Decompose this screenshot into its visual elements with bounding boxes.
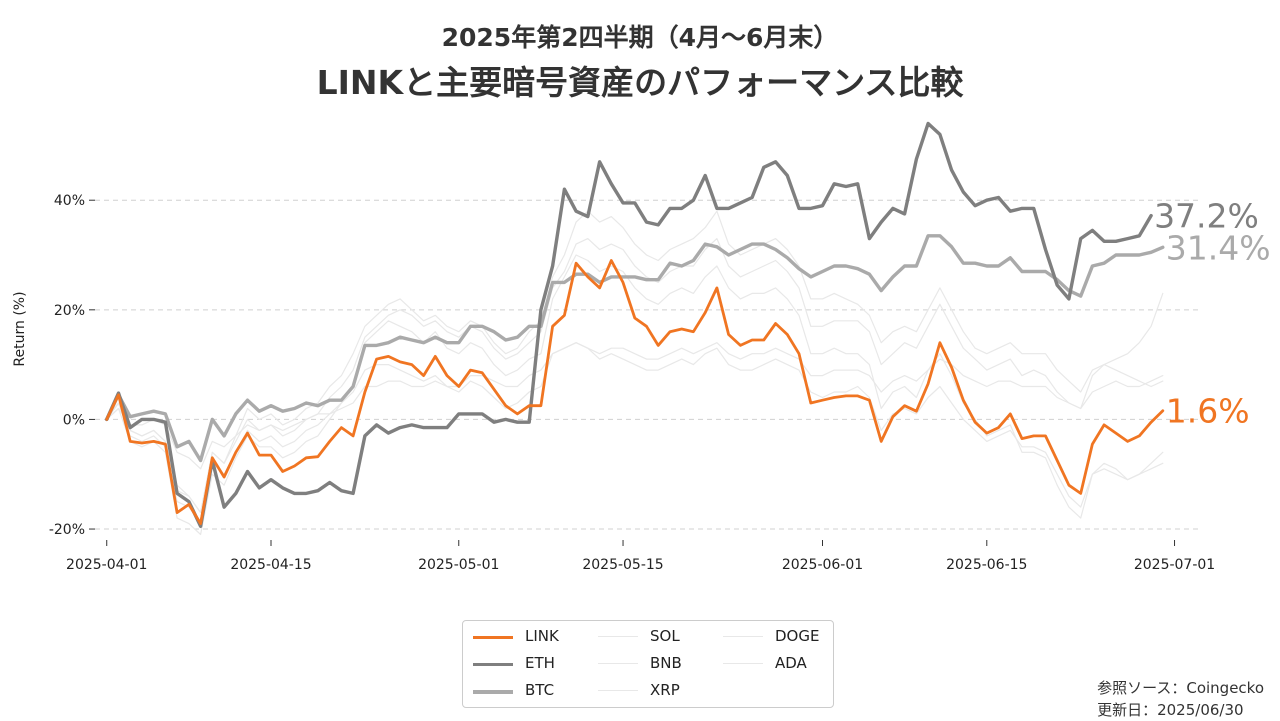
series-line-eth <box>104 121 1153 528</box>
series-line-link <box>105 259 1165 525</box>
end-label-eth: 37.2% <box>1154 197 1259 236</box>
series-line-sol <box>106 210 1164 514</box>
x-tick-label: 2025-05-01 <box>418 557 499 573</box>
end-labels: 37.2%31.4% 1.6% <box>1154 197 1271 431</box>
legend-label: ETH <box>525 654 555 672</box>
legend-label: LINK <box>525 627 559 645</box>
series-line-bnb <box>106 342 1164 470</box>
legend-swatch <box>473 690 513 694</box>
legend-label: DOGE <box>775 627 820 645</box>
chart-title: LINKと主要暗号資産のパフォーマンス比較 <box>316 63 964 102</box>
axes: -20% 0% 20% 40% 2025-04-01 2025-04-15 2025-05-… <box>12 193 1215 573</box>
legend-label: SOL <box>650 627 680 645</box>
updated-date: 更新日：2025/06/30 <box>1097 701 1244 719</box>
legend-swatch <box>473 663 513 666</box>
series-lines <box>104 121 1165 536</box>
series-line-btc <box>104 234 1165 463</box>
legend-label: ADA <box>775 654 807 672</box>
y-tick-label: 0% <box>63 412 85 428</box>
legend-label: XRP <box>650 681 680 699</box>
end-label-btc: 31.4% <box>1166 228 1271 267</box>
legend-swatch <box>473 636 513 639</box>
end-label-link: 1.6% <box>1166 392 1250 431</box>
y-axis-label: Return (%) <box>12 291 28 366</box>
x-tick-label: 2025-04-01 <box>66 557 147 573</box>
y-tick-label: 40% <box>54 193 85 209</box>
footer: 参照ソース：Coingecko 更新日：2025/06/30 <box>1097 677 1264 721</box>
y-tick-label: 20% <box>54 303 85 319</box>
x-tick-label: 2025-04-15 <box>230 557 311 573</box>
y-tick-label: -20% <box>49 522 85 538</box>
legend-label: BTC <box>525 681 555 699</box>
legend-swatch <box>598 636 638 637</box>
x-tick-label: 2025-06-01 <box>782 557 863 573</box>
chart-title-period: 2025年第2四半期（4月～6月末） <box>441 23 839 52</box>
legend-swatch <box>598 663 638 664</box>
series-line-doge <box>106 254 1164 536</box>
legend: LINK ETH BTC SOL BNB XRP DOGE ADA <box>462 620 834 708</box>
legend-swatch <box>723 636 763 637</box>
legend-swatch <box>723 663 763 664</box>
legend-swatch <box>598 690 638 691</box>
x-tick-label: 2025-06-15 <box>946 557 1027 573</box>
series-line-ada <box>106 238 1164 514</box>
x-tick-label: 2025-05-15 <box>582 557 663 573</box>
gridlines <box>95 199 1198 530</box>
legend-label: BNB <box>650 654 682 672</box>
series-line-xrp <box>106 342 1164 525</box>
source-note: 参照ソース：Coingecko <box>1097 679 1264 697</box>
x-tick-label: 2025-07-01 <box>1134 557 1215 573</box>
